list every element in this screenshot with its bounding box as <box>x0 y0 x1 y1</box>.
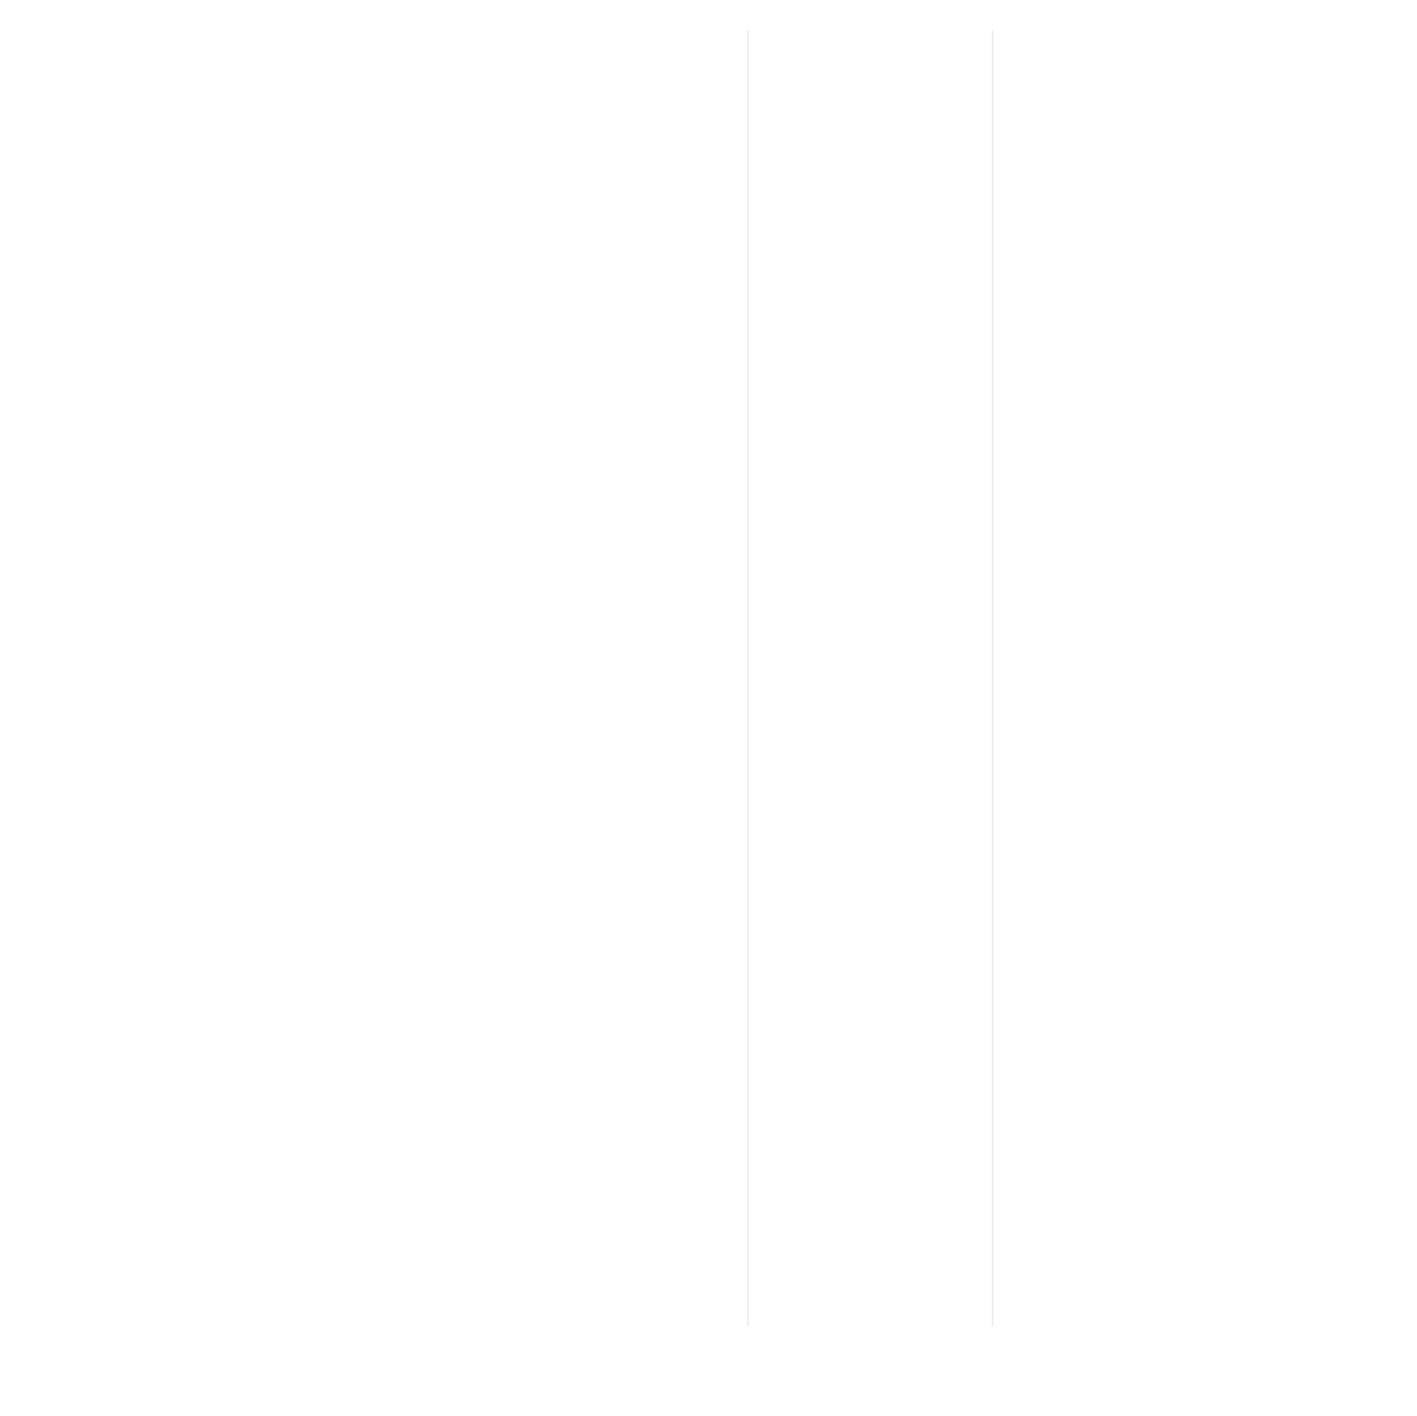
variable-importance-chart <box>0 0 1417 1416</box>
chart-svg <box>0 0 1417 1416</box>
